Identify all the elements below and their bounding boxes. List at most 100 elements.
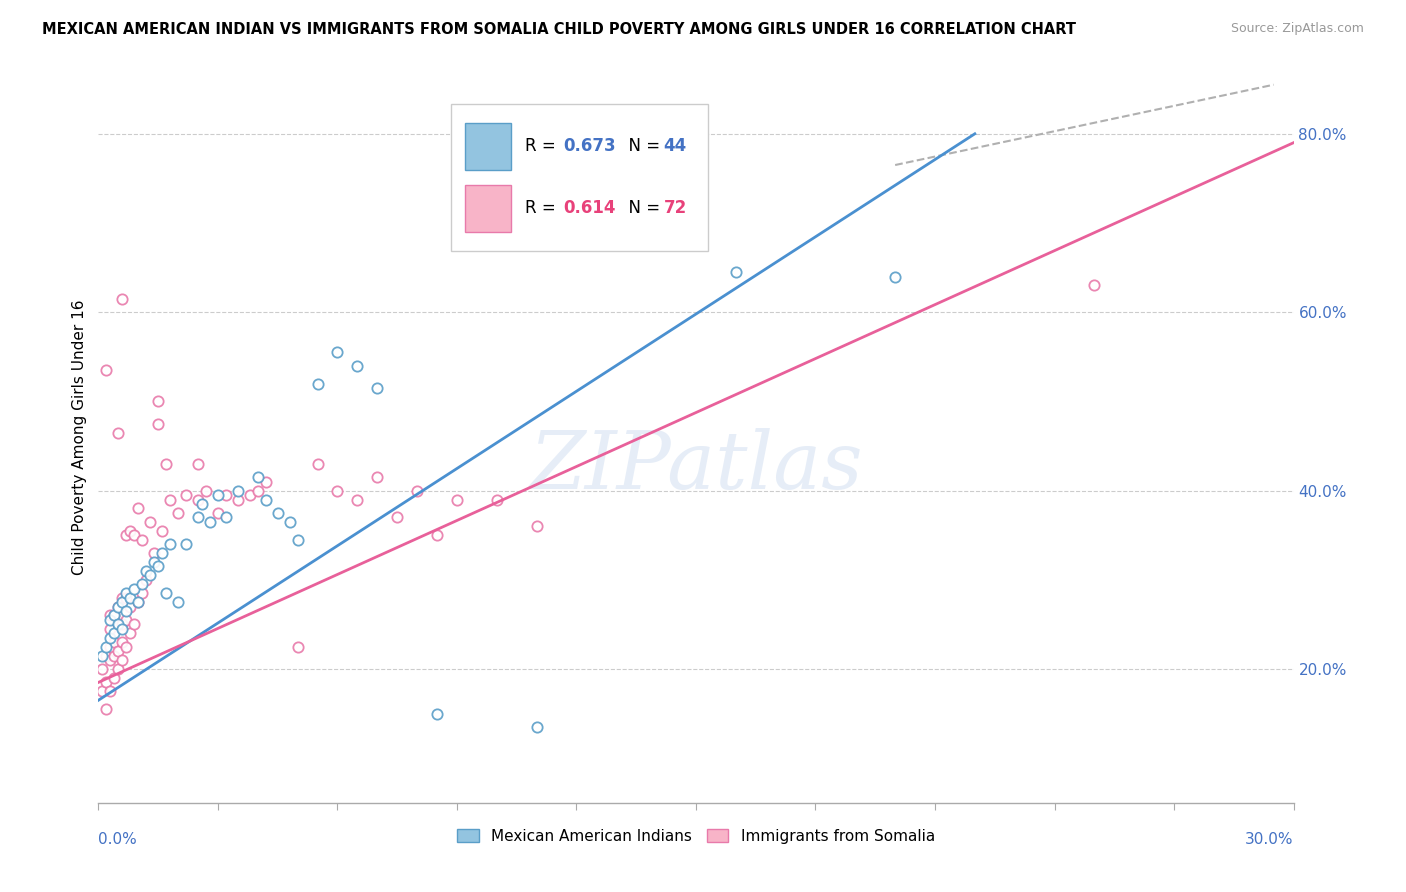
Point [107,644,129,658]
Point [107,662,129,676]
Point [148,417,170,431]
Point [167,595,190,609]
Y-axis label: Child Poverty Among Girls Under 16: Child Poverty Among Girls Under 16 [72,300,87,574]
Point [207,488,229,502]
Text: R =: R = [524,199,561,217]
Point [187,457,209,471]
Point [96,640,118,654]
Point [148,559,170,574]
Point [98,613,122,627]
FancyBboxPatch shape [451,104,709,251]
Point [111,622,134,636]
Point [267,506,290,520]
Point [226,483,249,498]
Point [366,470,388,484]
Point [1083,278,1105,293]
Point [107,617,129,632]
Point [526,519,548,533]
Point [107,599,129,614]
Point [167,506,190,520]
Text: 30.0%: 30.0% [1246,832,1294,847]
Point [150,546,173,560]
Point [307,457,329,471]
Point [215,510,238,524]
Point [254,492,277,507]
Point [111,595,134,609]
Point [98,640,122,654]
Point [207,506,229,520]
Point [307,376,329,391]
Point [103,648,125,663]
Point [96,675,118,690]
Point [150,524,173,538]
Point [278,515,301,529]
Point [111,653,134,667]
Point [198,515,221,529]
Point [127,595,149,609]
Point [239,488,262,502]
Point [884,269,907,284]
Text: ZIPatlas: ZIPatlas [529,427,863,505]
Point [287,640,309,654]
Point [96,363,118,377]
FancyBboxPatch shape [465,185,510,232]
Point [98,684,122,698]
Point [98,622,122,636]
Point [174,537,197,551]
Text: 0.0%: 0.0% [98,832,138,847]
Point [246,483,269,498]
Text: R =: R = [524,137,561,155]
Legend: Mexican American Indians, Immigrants from Somalia: Mexican American Indians, Immigrants fro… [451,822,941,850]
Point [120,591,142,605]
Point [131,586,153,600]
Text: N =: N = [619,199,665,217]
Point [485,492,508,507]
Point [124,617,146,632]
Point [346,492,368,507]
Point [111,617,134,632]
Point [127,595,149,609]
Point [139,568,162,582]
Point [96,648,118,663]
Point [191,497,214,511]
Point [98,653,122,667]
Point [120,599,142,614]
Point [91,648,114,663]
Point [127,501,149,516]
Point [124,528,146,542]
Point [246,470,269,484]
Point [111,292,134,306]
Point [103,626,125,640]
Point [111,635,134,649]
Point [187,510,209,524]
Point [159,537,181,551]
Point [98,631,122,645]
Point [98,608,122,623]
Point [215,488,238,502]
Point [148,394,170,409]
Point [115,613,138,627]
Point [96,702,118,716]
Point [187,492,209,507]
Point [446,492,468,507]
Point [115,586,138,600]
Point [526,720,548,734]
Point [103,635,125,649]
Point [326,345,349,359]
Text: 0.673: 0.673 [564,137,616,155]
Point [155,457,177,471]
Point [111,591,134,605]
Point [226,492,249,507]
Point [143,555,166,569]
Point [426,528,449,542]
Point [159,492,181,507]
Point [143,546,166,560]
Point [366,381,388,395]
Point [115,591,138,605]
Point [107,425,129,440]
Text: N =: N = [619,137,665,155]
Point [326,483,349,498]
Point [406,483,429,498]
Point [287,533,309,547]
Point [103,671,125,685]
